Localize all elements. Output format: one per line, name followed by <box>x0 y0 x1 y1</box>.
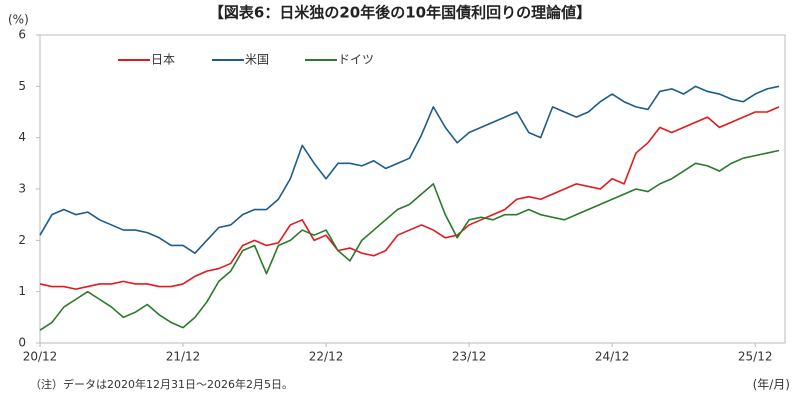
x-unit-label: (年/月) <box>753 378 790 392</box>
y-tick-label: 0 <box>18 336 26 350</box>
y-tick-label: 4 <box>18 130 26 144</box>
legend-label: ドイツ <box>338 53 374 67</box>
legend-label: 米国 <box>245 53 269 67</box>
series-line <box>39 106 780 290</box>
plot-frame <box>39 34 786 344</box>
x-tick-label: 23/12 <box>452 350 487 364</box>
y-tick-label: 2 <box>18 233 26 247</box>
series-line <box>39 149 780 331</box>
x-tick-label: 22/12 <box>309 350 344 364</box>
chart-title: 【図表6：日米独の20年後の10年国債利回りの理論値】 <box>209 4 591 22</box>
y-tick-label: 1 <box>18 284 26 298</box>
legend-label: 日本 <box>151 53 175 67</box>
y-unit-label: (%) <box>8 13 29 27</box>
x-tick-label: 24/12 <box>595 350 630 364</box>
x-tick-label: 21/12 <box>166 350 201 364</box>
y-tick-label: 6 <box>18 28 26 42</box>
y-tick-label: 5 <box>18 79 26 93</box>
series-line <box>39 85 780 254</box>
note: （注）データは2020年12月31日～2026年2月5日。 <box>30 377 293 391</box>
x-tick-label: 20/12 <box>23 350 58 364</box>
x-tick-label: 25/12 <box>738 350 773 364</box>
y-tick-label: 3 <box>18 182 26 196</box>
